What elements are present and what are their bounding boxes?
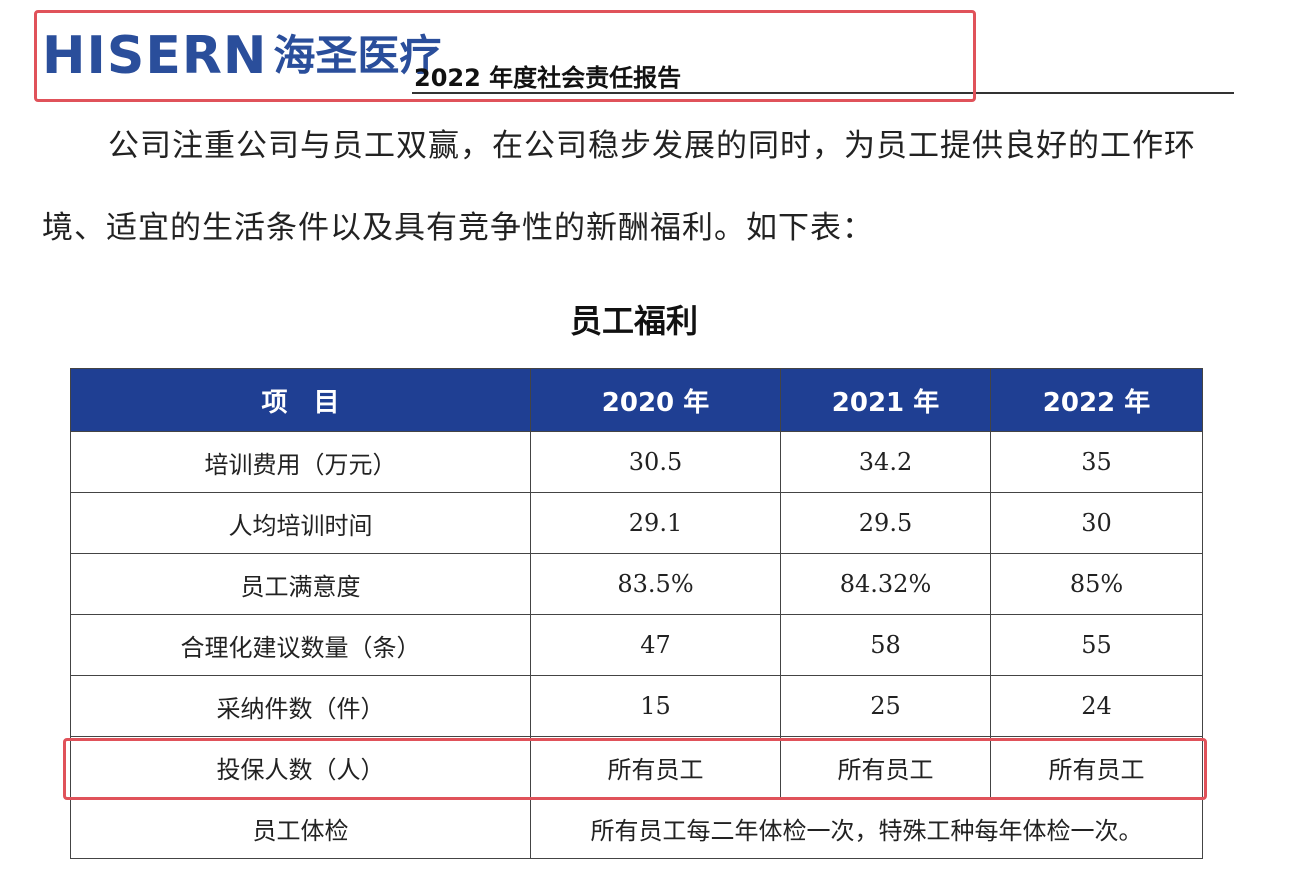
cell-2021: 所有员工 — [780, 736, 991, 798]
cell-2021: 29.5 — [780, 492, 991, 554]
header-highlight-box — [34, 10, 976, 102]
cell-2021: 34.2 — [780, 431, 991, 493]
cell-2021: 25 — [780, 675, 991, 737]
cell-2021: 58 — [780, 614, 991, 676]
row-label: 采纳件数（件） — [70, 675, 531, 737]
logo-english-text: HISERN — [42, 26, 268, 86]
table-header-row: 项 目 2020 年 2021 年 2022 年 — [70, 368, 1203, 432]
cell-2022: 所有员工 — [990, 736, 1203, 798]
table-row: 培训费用（万元） 30.5 34.2 35 — [70, 431, 1203, 493]
table-row: 投保人数（人） 所有员工 所有员工 所有员工 — [70, 736, 1203, 798]
cell-2022: 30 — [990, 492, 1203, 554]
row-label: 投保人数（人） — [70, 736, 531, 798]
cell-2022: 24 — [990, 675, 1203, 737]
header-divider — [412, 92, 1234, 94]
table-row: 员工满意度 83.5% 84.32% 85% — [70, 553, 1203, 615]
report-header: HISERN 海圣医疗 2022 年度社会责任报告 — [0, 0, 1314, 100]
cell-2020: 47 — [530, 614, 781, 676]
cell-2020: 15 — [530, 675, 781, 737]
cell-2022: 35 — [990, 431, 1203, 493]
cell-2020: 29.1 — [530, 492, 781, 554]
paragraph-line-2: 境、适宜的生活条件以及具有竞争性的新酬福利。如下表： — [42, 210, 874, 246]
row-label: 培训费用（万元） — [70, 431, 531, 493]
cell-2022: 55 — [990, 614, 1203, 676]
employee-benefits-table: 项 目 2020 年 2021 年 2022 年 培训费用（万元） 30.5 3… — [70, 368, 1203, 859]
header-item: 项 目 — [70, 368, 531, 432]
table-row: 人均培训时间 29.1 29.5 30 — [70, 492, 1203, 554]
row-label: 员工体检 — [70, 797, 531, 859]
table-row: 员工体检 所有员工每二年体检一次，特殊工种每年体检一次。 — [70, 797, 1203, 859]
row-label: 员工满意度 — [70, 553, 531, 615]
table-title: 员工福利 — [570, 302, 699, 340]
cell-2020: 所有员工 — [530, 736, 781, 798]
cell-2021: 84.32% — [780, 553, 991, 615]
row-label: 合理化建议数量（条） — [70, 614, 531, 676]
cell-2020: 83.5% — [530, 553, 781, 615]
row-label: 人均培训时间 — [70, 492, 531, 554]
logo-chinese-text: 海圣医疗 — [273, 31, 442, 80]
table-row: 采纳件数（件） 15 25 24 — [70, 675, 1203, 737]
header-2021: 2021 年 — [780, 368, 991, 432]
row-highlight-box — [63, 738, 1207, 800]
merged-cell-checkup: 所有员工每二年体检一次，特殊工种每年体检一次。 — [530, 797, 1203, 859]
table-row: 合理化建议数量（条） 47 58 55 — [70, 614, 1203, 676]
paragraph-line-1: 公司注重公司与员工双赢，在公司稳步发展的同时，为员工提供良好的工作环 — [108, 128, 1196, 164]
report-title: 2022 年度社会责任报告 — [414, 64, 682, 92]
cell-2020: 30.5 — [530, 431, 781, 493]
header-2022: 2022 年 — [990, 368, 1203, 432]
company-logo: HISERN 海圣医疗 — [42, 28, 441, 84]
header-2020: 2020 年 — [530, 368, 781, 432]
cell-2022: 85% — [990, 553, 1203, 615]
